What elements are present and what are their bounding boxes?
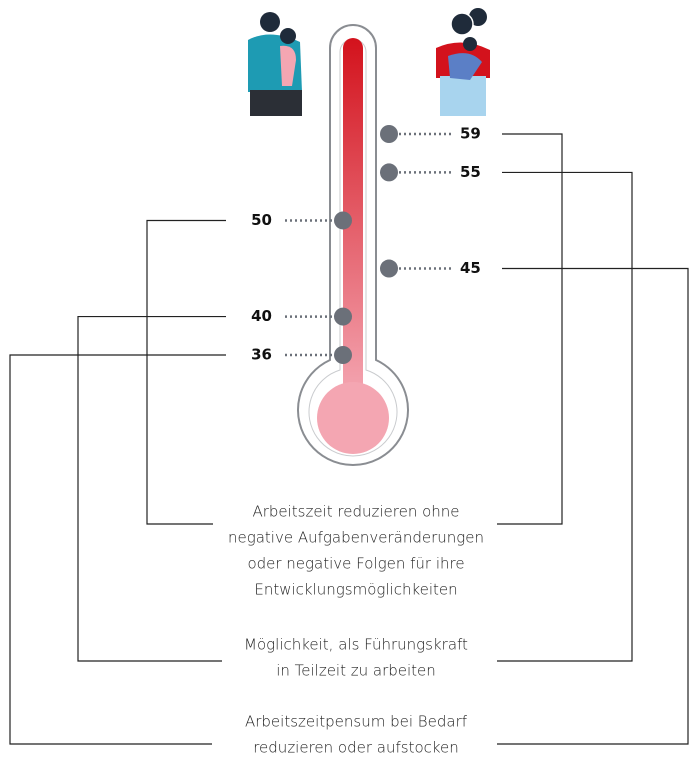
value-label: 45 [460,259,481,277]
category-label: in Teilzeit zu arbeiten [276,662,436,680]
category-label: oder negative Folgen für ihre [247,555,464,573]
father-icon [248,12,302,116]
marker [380,259,398,278]
connector [77,315,226,662]
category-label: Arbeitszeit reduzieren ohne [252,503,459,521]
marker [334,307,352,326]
connector [146,219,226,525]
category-label: Entwicklungsmöglichkeiten [254,581,457,599]
category-label: Arbeitszeitpensum bei Bedarf [245,713,468,731]
category-label: reduzieren oder aufstocken [253,739,459,757]
category-label: Möglichkeit, als Führungskraft [244,636,468,654]
mother-icon [436,8,490,116]
connector [9,354,226,745]
connector [497,133,563,525]
value-label: 50 [251,211,272,229]
category-label: negative Aufgabenveränderungen [228,529,484,547]
value-label: 55 [460,163,481,181]
marker [334,346,352,364]
connector [497,171,633,662]
marker [334,211,352,230]
marker [380,163,398,182]
connector [497,267,689,745]
value-label: 36 [251,346,272,364]
thermometer [297,24,409,466]
value-label: 40 [251,307,272,325]
value-label: 59 [460,125,481,143]
marker [380,125,398,143]
